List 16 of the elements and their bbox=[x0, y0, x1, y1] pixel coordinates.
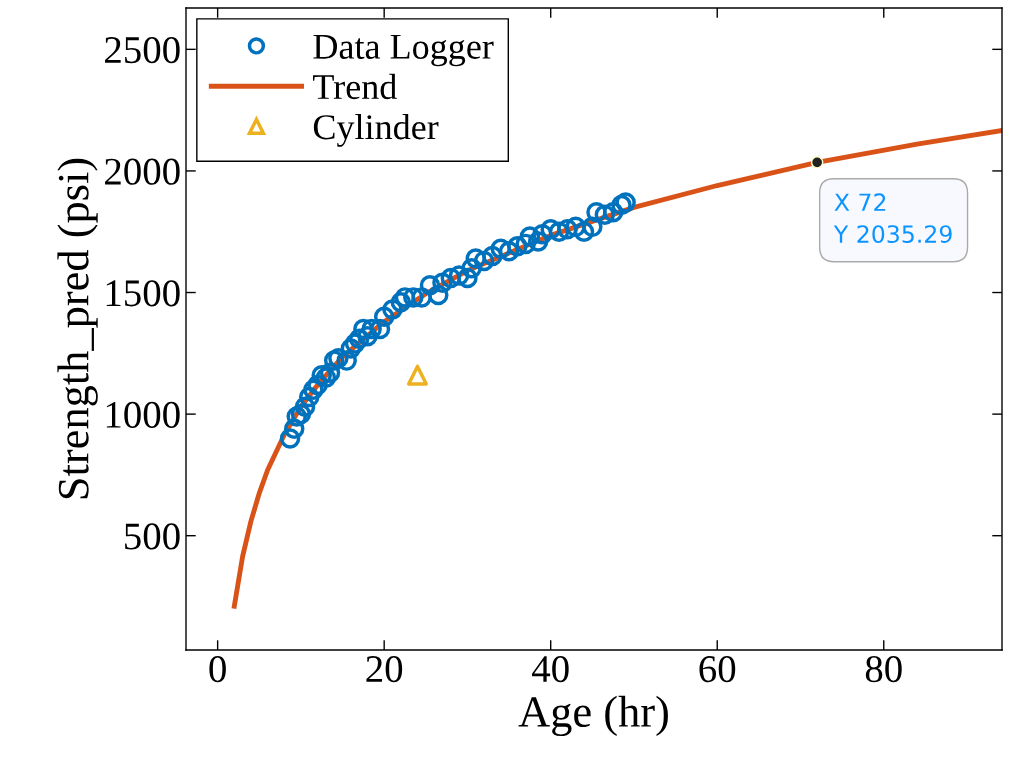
y-tick-label: 1000 bbox=[106, 401, 180, 428]
x-tick-label: 0 bbox=[209, 655, 226, 683]
y-tick-label: 1500 bbox=[106, 280, 180, 307]
x-tick-label: 80 bbox=[865, 655, 902, 683]
y-tick-label: 2000 bbox=[105, 158, 180, 185]
legend-label: Trend bbox=[313, 73, 397, 100]
legend-label: Cylinder bbox=[313, 113, 439, 147]
x-tick-label: 60 bbox=[699, 655, 736, 683]
y-tick-label: 2500 bbox=[105, 36, 180, 64]
x-tick-label: 40 bbox=[532, 655, 569, 683]
x-axis-title: Age (hr) bbox=[518, 695, 668, 737]
x-tick-label: 20 bbox=[366, 655, 403, 683]
y-tick-label: 500 bbox=[125, 523, 180, 550]
annotation: X 72 Y 2035.29 bbox=[833, 193, 952, 243]
legend-label: Data Logger bbox=[313, 34, 494, 67]
y-axis-title: Strength_pred (psi) bbox=[57, 158, 98, 499]
